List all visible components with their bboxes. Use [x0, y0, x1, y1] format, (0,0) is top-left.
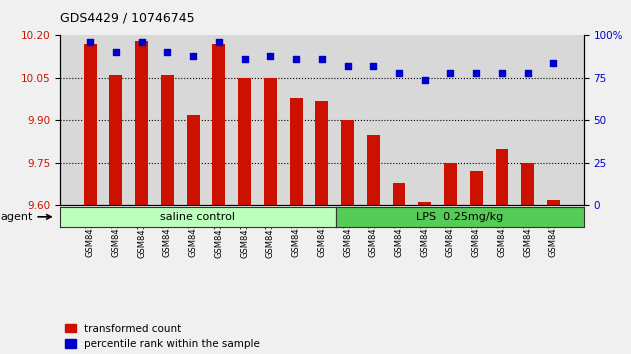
Bar	[444, 163, 457, 205]
Bar	[521, 163, 534, 205]
Point	[265, 53, 275, 59]
Point	[136, 39, 146, 45]
Point	[240, 56, 250, 62]
Bar	[418, 202, 431, 205]
Bar	[470, 171, 483, 205]
Bar	[264, 78, 277, 205]
Bar	[84, 44, 97, 205]
Point	[548, 60, 558, 65]
Point	[291, 56, 301, 62]
Bar	[213, 44, 225, 205]
Bar	[110, 75, 122, 205]
Point	[471, 70, 481, 76]
Point	[85, 39, 95, 45]
Text: saline control: saline control	[160, 212, 235, 222]
Bar	[341, 120, 354, 205]
Bar	[187, 115, 199, 205]
Point	[343, 63, 353, 69]
Bar	[316, 101, 328, 205]
Point	[188, 53, 198, 59]
Point	[445, 70, 456, 76]
Bar	[238, 78, 251, 205]
Text: agent: agent	[0, 212, 51, 222]
Point	[369, 63, 379, 69]
Text: LPS  0.25mg/kg: LPS 0.25mg/kg	[416, 212, 504, 222]
Point	[317, 56, 327, 62]
Point	[214, 39, 224, 45]
Bar	[547, 200, 560, 205]
Point	[522, 70, 533, 76]
Bar	[161, 75, 174, 205]
Point	[394, 70, 404, 76]
Point	[420, 77, 430, 82]
Bar	[392, 183, 406, 205]
Bar	[367, 135, 380, 205]
Legend: transformed count, percentile rank within the sample: transformed count, percentile rank withi…	[65, 324, 260, 349]
Text: GDS4429 / 10746745: GDS4429 / 10746745	[60, 12, 194, 25]
Point	[162, 50, 172, 55]
Bar	[135, 41, 148, 205]
Point	[111, 50, 121, 55]
Point	[497, 70, 507, 76]
Bar	[495, 149, 509, 205]
Bar	[290, 98, 302, 205]
